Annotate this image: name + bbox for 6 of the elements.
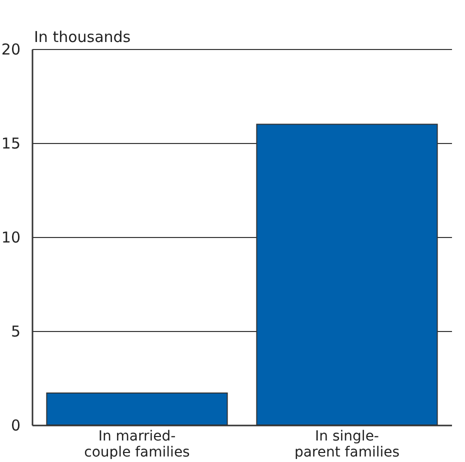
y-tick-label: 20 (1, 40, 20, 58)
y-tick-label: 0 (10, 416, 20, 434)
y-tick-label: 10 (1, 228, 20, 246)
y-axis-title: In thousands (34, 28, 131, 46)
y-tick-label: 15 (1, 134, 20, 152)
y-tick-label: 5 (10, 322, 20, 340)
